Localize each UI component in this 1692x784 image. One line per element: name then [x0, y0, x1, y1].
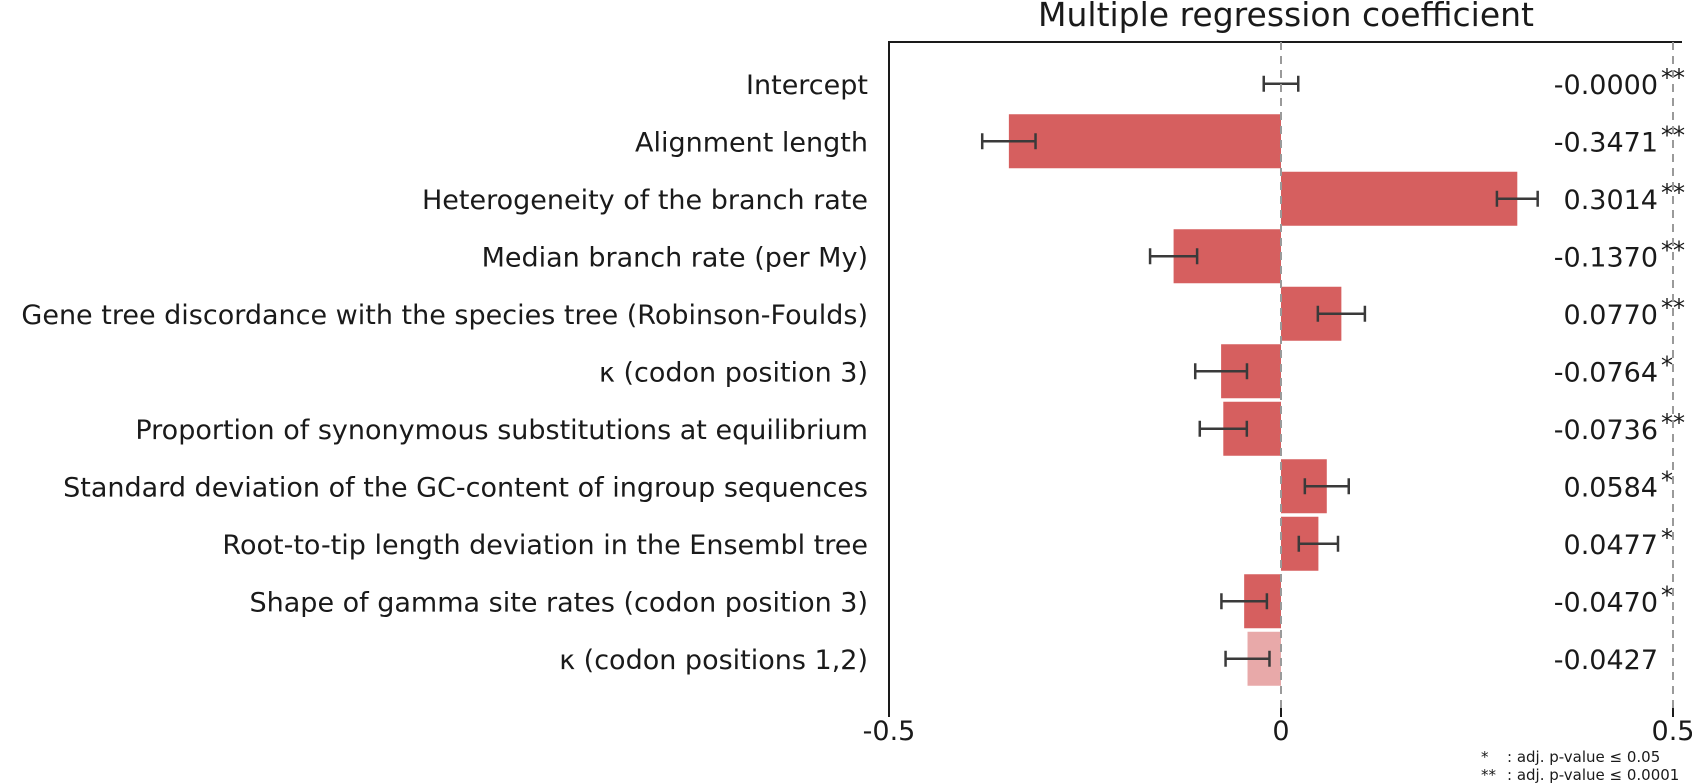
- x-tick-label: -0.5: [863, 716, 916, 747]
- x-tick-label: 0: [1272, 716, 1289, 747]
- x-axis-ticks: -0.5 0 0.5: [863, 708, 1692, 747]
- value-label: -0.3471: [1554, 127, 1658, 158]
- error-bar: [1148, 248, 1199, 265]
- chart-title: Multiple regression coefficient: [1038, 0, 1534, 34]
- bar-row: Root-to-tip length deviation in the Ense…: [222, 516, 1673, 571]
- error-bar: [980, 133, 1037, 150]
- category-label: Standard deviation of the GC-content of …: [63, 472, 868, 503]
- significance-legend: * : adj. p-value ≤ 0.05 ** : adj. p-value ≤…: [1481, 748, 1679, 784]
- legend-symbol: **: [1481, 766, 1497, 784]
- category-label: Proportion of synonymous substitutions a…: [135, 415, 868, 446]
- bar-row: Median branch rate (per My) -0.1370 **: [482, 229, 1685, 284]
- error-bar: [1316, 305, 1367, 322]
- error-bar: [1303, 478, 1350, 495]
- bar-row: Heterogeneity of the branch rate 0.3014 **: [422, 171, 1685, 226]
- x-tick-label: 0.5: [1652, 716, 1692, 747]
- category-label: Intercept: [746, 70, 868, 101]
- value-label: -0.0736: [1554, 415, 1658, 446]
- bar-row: Intercept -0.0000 **: [746, 56, 1685, 111]
- value-label: 0.0584: [1564, 472, 1658, 503]
- value-label: -0.0470: [1554, 587, 1658, 618]
- value-label: -0.1370: [1554, 242, 1658, 273]
- bar-row: Shape of gamma site rates (codon positio…: [250, 574, 1673, 629]
- value-label: 0.3014: [1564, 185, 1658, 216]
- category-label: κ (codon positions 1,2): [559, 645, 868, 676]
- legend-text: : adj. p-value ≤ 0.0001: [1507, 766, 1679, 784]
- category-label: Shape of gamma site rates (codon positio…: [250, 587, 868, 618]
- value-label: -0.0764: [1554, 357, 1658, 388]
- coefficient-bar: [1008, 114, 1281, 169]
- error-bar: [1224, 650, 1271, 667]
- bar-row: Alignment length -0.3471 **: [635, 114, 1685, 169]
- category-label: Median branch rate (per My): [482, 242, 868, 273]
- significance-marker: *: [1661, 581, 1673, 609]
- bar-row: Proportion of synonymous substitutions a…: [135, 401, 1685, 456]
- chart-rows: Intercept -0.0000 * * Alignment length -0.347…: [21, 56, 1685, 686]
- significance-marker: *: [1661, 351, 1673, 379]
- category-label: Heterogeneity of the branch rate: [422, 185, 868, 216]
- bar-row: Gene tree discordance with the species t…: [21, 286, 1685, 341]
- category-label: Gene tree discordance with the species t…: [21, 300, 868, 331]
- error-bar: [1297, 535, 1340, 552]
- error-bar: [1262, 75, 1300, 92]
- error-bar: [1495, 190, 1539, 207]
- value-label: 0.0477: [1564, 530, 1658, 561]
- bar-row: κ (codon positions 1,2) -0.0427: [559, 631, 1658, 686]
- significance-marker: *: [1661, 466, 1673, 494]
- error-bar: [1198, 420, 1249, 437]
- category-label: Root-to-tip length deviation in the Ense…: [222, 530, 868, 561]
- bar-row: κ (codon position 3) -0.0764 *: [599, 344, 1673, 399]
- bar-row: Standard deviation of the GC-content of …: [63, 459, 1673, 514]
- error-bar: [1193, 363, 1249, 380]
- coefficient-bar: [1281, 171, 1518, 226]
- value-label: 0.0770: [1564, 300, 1658, 331]
- category-label: Alignment length: [635, 127, 868, 158]
- significance-marker: *: [1661, 524, 1673, 552]
- legend-text: : adj. p-value ≤ 0.05: [1507, 748, 1660, 766]
- error-bar: [1220, 593, 1269, 610]
- category-label: κ (codon position 3): [599, 357, 868, 388]
- value-label: -0.0000: [1554, 70, 1658, 101]
- legend-symbol: *: [1481, 748, 1489, 766]
- value-label: -0.0427: [1554, 645, 1658, 676]
